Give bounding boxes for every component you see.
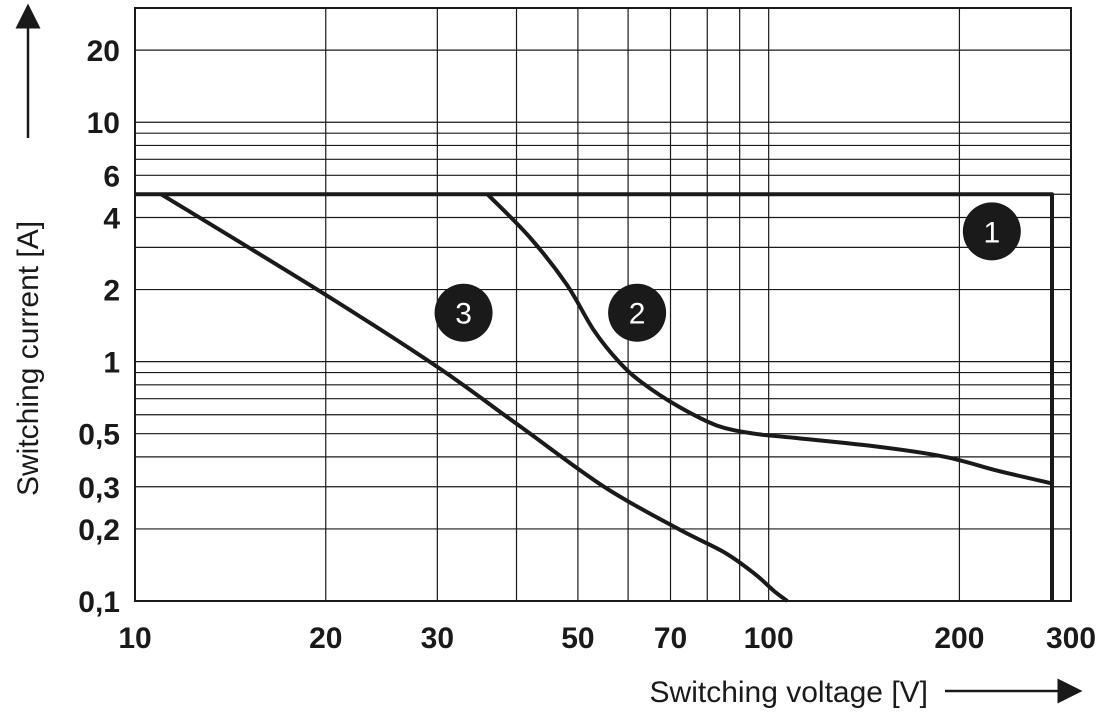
x-tick-labels: 10 20 30 50 70 100 200 300 — [118, 622, 1096, 655]
y-tick-label: 1 — [103, 347, 120, 380]
plot-frame — [134, 7, 1072, 602]
x-tick-label: 50 — [561, 622, 594, 655]
series-3-line — [160, 192, 789, 603]
x-tick-label: 10 — [118, 622, 151, 655]
series-2-line — [486, 192, 1053, 486]
series-layer — [135, 192, 1054, 603]
y-tick-label: 4 — [103, 202, 120, 235]
x-axis-label: Switching voltage [V] — [650, 676, 928, 709]
y-tick-label: 0,2 — [78, 514, 120, 547]
series-1-marker-label: 1 — [983, 216, 1000, 249]
x-tick-label: 70 — [654, 622, 687, 655]
y-tick-label: 6 — [103, 160, 120, 193]
y-tick-label: 20 — [87, 35, 120, 68]
y-tick-label: 2 — [103, 275, 120, 308]
series-1-line — [135, 192, 1054, 601]
series-2-marker — [608, 283, 667, 342]
series-3-marker — [434, 283, 493, 342]
x-tick-label: 300 — [1046, 622, 1096, 655]
x-tick-label: 200 — [934, 622, 984, 655]
x-tick-label: 30 — [421, 622, 454, 655]
series-1-marker — [962, 202, 1021, 261]
y-tick-label: 0,5 — [78, 419, 120, 452]
y-axis-label: Switching current [A] — [12, 221, 45, 496]
y-tick-label: 10 — [87, 107, 120, 140]
y-tick-label: 0,3 — [78, 472, 120, 505]
grid — [134, 8, 1072, 602]
series-2-marker-label: 2 — [629, 298, 646, 331]
x-tick-label: 100 — [744, 622, 794, 655]
x-tick-label: 20 — [309, 622, 342, 655]
series-3-marker-label: 3 — [455, 298, 472, 331]
series-markers: 1 2 3 — [434, 202, 1021, 342]
y-tick-label: 0,1 — [78, 586, 120, 619]
y-tick-labels: 0,1 0,2 0,3 0,5 1 2 4 6 10 20 — [78, 35, 120, 619]
